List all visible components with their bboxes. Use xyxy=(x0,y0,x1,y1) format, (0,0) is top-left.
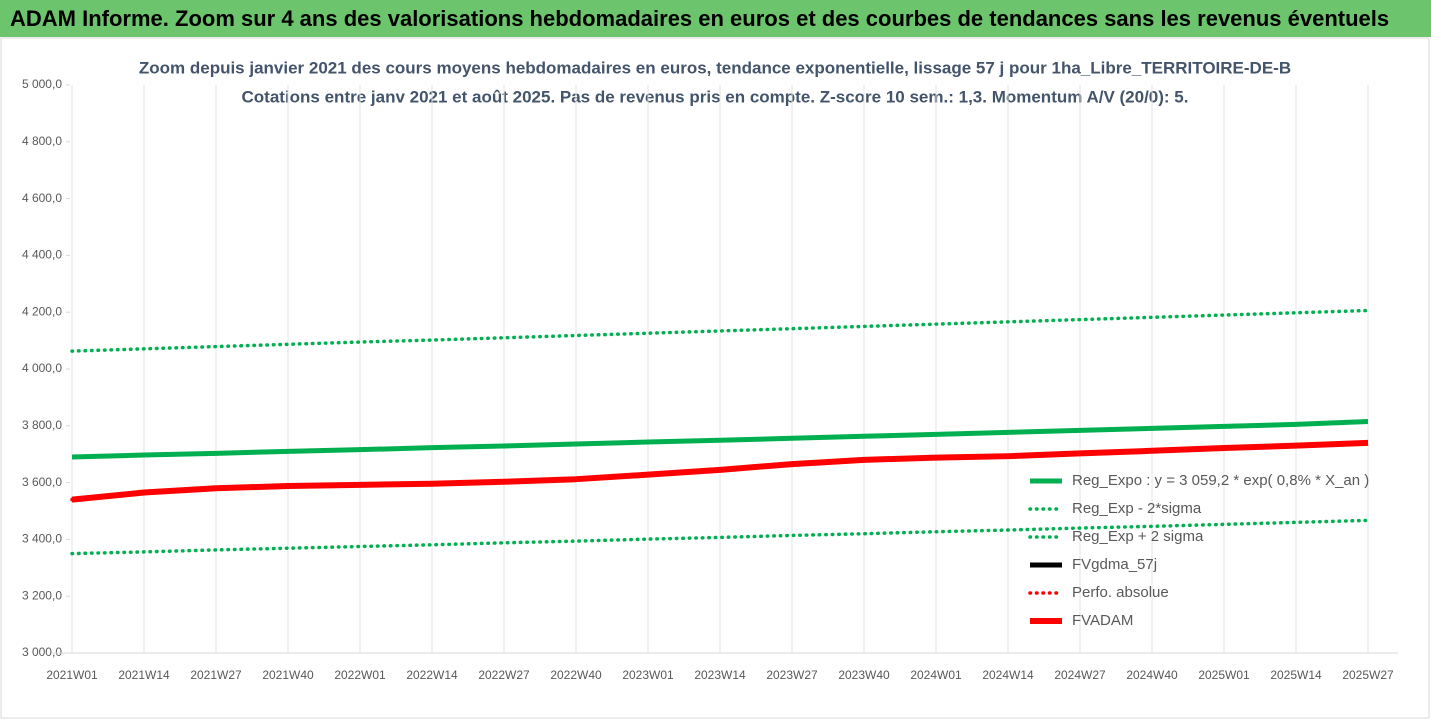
x-tick-label: 2022W14 xyxy=(406,668,458,682)
x-tick-label: 2024W27 xyxy=(1054,668,1106,682)
y-tick-label: 4 200,0 xyxy=(22,304,62,318)
x-tick-label: 2025W14 xyxy=(1270,668,1322,682)
chart-title: Zoom depuis janvier 2021 des cours moyen… xyxy=(139,58,1291,77)
x-tick-label: 2025W01 xyxy=(1198,668,1250,682)
series-line xyxy=(71,439,1369,503)
series-line xyxy=(70,308,1370,353)
chart: Zoom depuis janvier 2021 des cours moyen… xyxy=(0,37,1430,719)
y-tick-label: 4 400,0 xyxy=(22,248,62,262)
x-tick-label: 2024W14 xyxy=(982,668,1034,682)
y-tick-label: 3 800,0 xyxy=(22,418,62,432)
legend-label: FVgdma_57j xyxy=(1072,556,1157,573)
x-tick-label: 2025W27 xyxy=(1342,668,1394,682)
banner-title: ADAM Informe. Zoom sur 4 ans des valoris… xyxy=(0,0,1431,37)
legend-label: Reg_Expo : y = 3 059,2 * exp( 0,8% * X_a… xyxy=(1072,472,1369,489)
legend-label: Perfo. absolue xyxy=(1072,584,1169,601)
x-tick-label: 2023W01 xyxy=(622,668,674,682)
y-tick-label: 4 800,0 xyxy=(22,134,62,148)
chart-frame xyxy=(0,37,1430,719)
x-tick-label: 2022W01 xyxy=(334,668,386,682)
y-tick-label: 3 200,0 xyxy=(22,588,62,602)
chart-subtitle: Cotations entre janv 2021 et août 2025. … xyxy=(242,87,1189,106)
x-tick-label: 2021W14 xyxy=(118,668,170,682)
y-tick-label: 3 600,0 xyxy=(22,475,62,489)
legend-label: Reg_Exp + 2 sigma xyxy=(1072,528,1204,545)
y-tick-label: 4 600,0 xyxy=(22,191,62,205)
y-tick-label: 4 000,0 xyxy=(22,361,62,375)
legend-label: Reg_Exp - 2*sigma xyxy=(1072,500,1202,517)
x-tick-label: 2021W01 xyxy=(46,668,98,682)
y-tick-label: 5 000,0 xyxy=(22,77,62,91)
y-tick-label: 3 400,0 xyxy=(22,532,62,546)
x-tick-label: 2022W40 xyxy=(550,668,602,682)
x-tick-label: 2024W01 xyxy=(910,668,962,682)
x-tick-label: 2021W40 xyxy=(262,668,314,682)
x-tick-label: 2023W27 xyxy=(766,668,818,682)
x-tick-label: 2023W14 xyxy=(694,668,746,682)
x-tick-label: 2021W27 xyxy=(190,668,242,682)
series-line xyxy=(71,419,1369,460)
legend-label: FVADAM xyxy=(1072,612,1133,629)
x-tick-label: 2022W27 xyxy=(478,668,530,682)
y-tick-label: 3 000,0 xyxy=(22,645,62,659)
x-tick-label: 2023W40 xyxy=(838,668,890,682)
series-line xyxy=(70,518,1370,556)
x-tick-label: 2024W40 xyxy=(1126,668,1178,682)
